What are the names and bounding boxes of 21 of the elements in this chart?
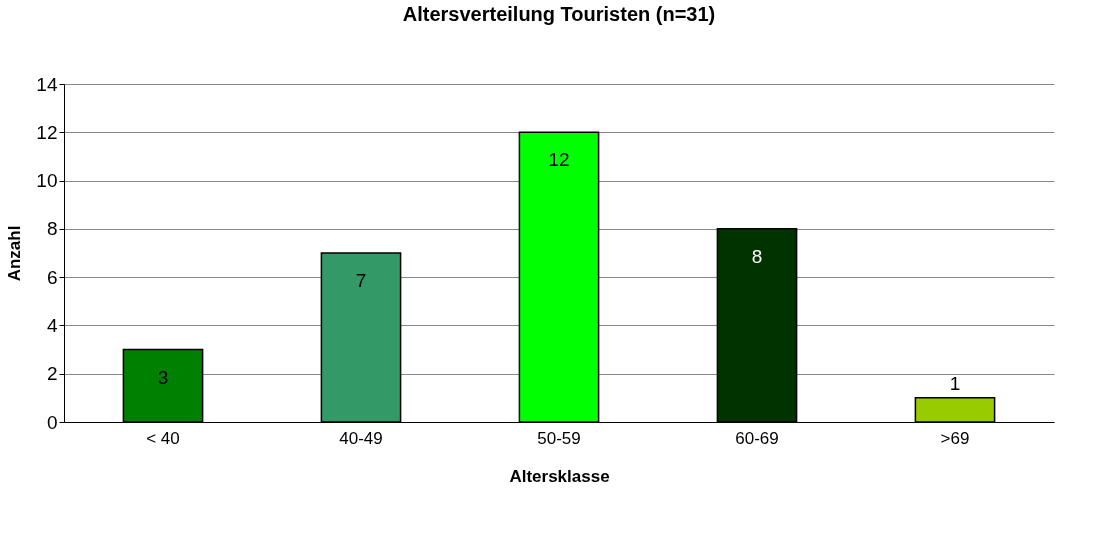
- x-tick-label: >69: [940, 428, 970, 448]
- data-label: 12: [548, 149, 570, 171]
- data-label: 3: [157, 366, 169, 388]
- data-label: 8: [751, 245, 763, 267]
- x-tick-label: 40-49: [339, 428, 383, 448]
- x-tick-label: < 40: [146, 428, 180, 448]
- y-tick-label: 14: [36, 73, 58, 95]
- x-axis-title: Altersklasse: [509, 466, 610, 486]
- chart-title: Altersverteilung Touristen (n=31): [402, 3, 716, 25]
- data-label: 1: [949, 372, 961, 394]
- y-tick-label: 0: [46, 411, 58, 433]
- y-tick-label: 10: [36, 170, 58, 192]
- x-tick-label: 60-69: [735, 428, 779, 448]
- y-tick-label: 6: [46, 266, 58, 288]
- data-label: 7: [355, 270, 367, 291]
- y-axis-title: Anzahl: [5, 225, 25, 282]
- y-tick-label: 4: [46, 314, 58, 336]
- y-tick-label: 8: [46, 218, 58, 240]
- y-tick-label: 12: [36, 121, 58, 143]
- y-tick-label: 2: [46, 363, 58, 385]
- x-tick-label: 50-59: [537, 428, 581, 448]
